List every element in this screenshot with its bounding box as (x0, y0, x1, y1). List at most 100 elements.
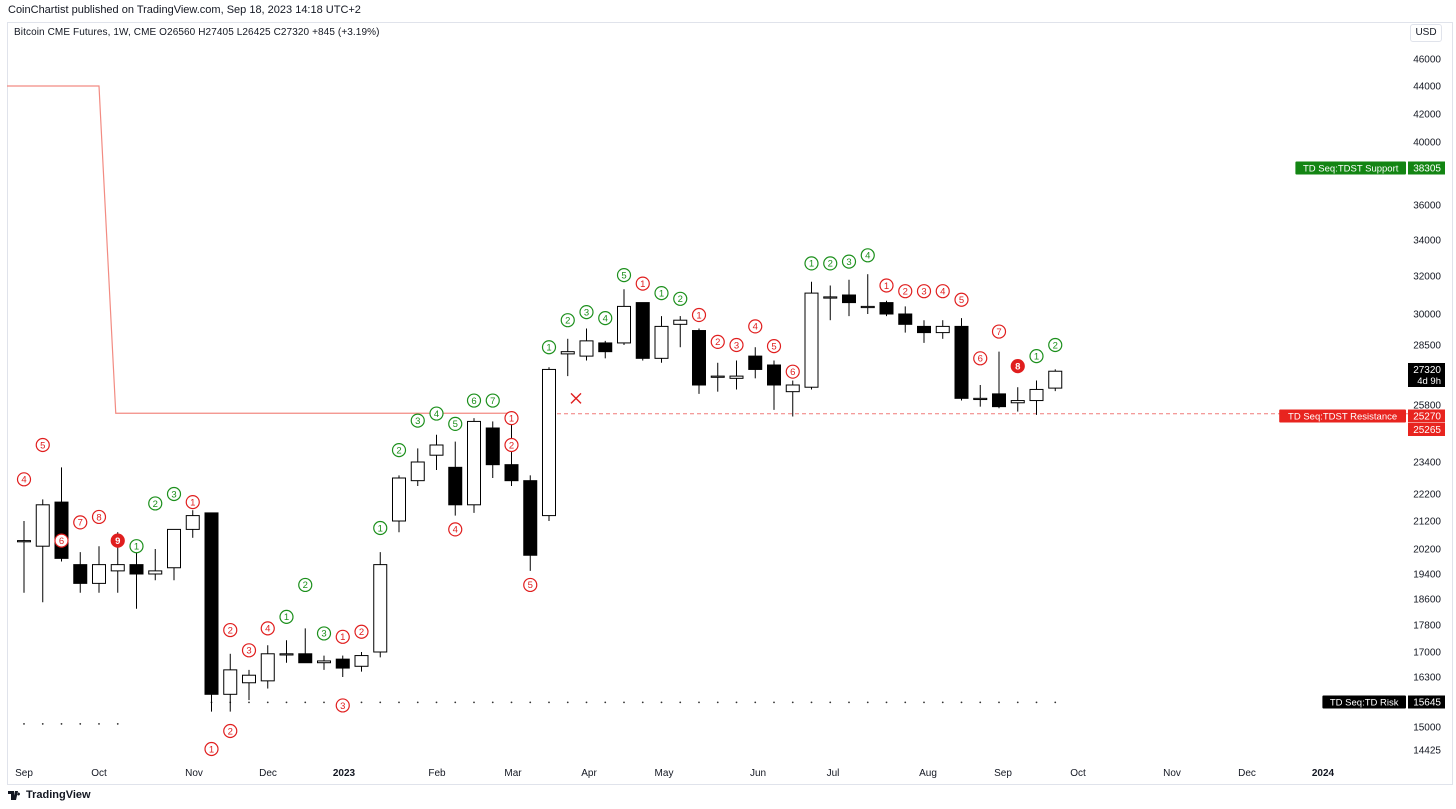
candle-up[interactable] (279, 653, 294, 656)
td-risk-dot (1035, 701, 1038, 704)
candle-up[interactable] (935, 325, 950, 334)
candle-up[interactable] (804, 292, 819, 388)
candle-up[interactable] (242, 674, 256, 684)
candle-up[interactable] (260, 653, 275, 682)
td-risk-dot (435, 701, 438, 704)
candle-up[interactable] (1029, 388, 1044, 402)
td-count-label: 8 (1015, 361, 1020, 372)
td-count-marker (1048, 337, 1063, 353)
candle-down[interactable] (692, 330, 706, 386)
price-axis-tick: 20200 (1413, 545, 1441, 556)
td-count-marker (373, 520, 388, 536)
candle-up[interactable] (148, 570, 163, 575)
candle-up[interactable] (1010, 400, 1025, 404)
candle-up[interactable] (429, 444, 444, 456)
last-price-value: 27320 (1413, 365, 1441, 376)
candle-down[interactable] (879, 302, 894, 315)
candle-down[interactable] (73, 564, 88, 584)
td-risk-dot (23, 723, 25, 725)
candle-up[interactable] (17, 540, 31, 543)
candle-up[interactable] (617, 305, 631, 344)
td-risk-dot (623, 701, 625, 704)
td-risk-dot (773, 701, 775, 704)
td-count-marker (35, 437, 50, 453)
candle-down[interactable] (298, 653, 313, 664)
candle-up[interactable] (373, 564, 388, 653)
td-count-label: 1 (1034, 351, 1039, 362)
candle-up[interactable] (354, 655, 369, 667)
candle-up[interactable] (560, 351, 575, 355)
td-risk-dot (698, 701, 700, 704)
candle-down[interactable] (504, 464, 519, 482)
time-axis-tick: Nov (185, 768, 203, 779)
candle-down[interactable] (129, 564, 144, 575)
candle-up[interactable] (823, 296, 838, 299)
candle-down[interactable] (898, 313, 913, 325)
time-axis-tick: Aug (919, 768, 937, 779)
candle-down[interactable] (54, 501, 69, 559)
td-risk-dot (60, 723, 63, 725)
candle-up[interactable] (654, 325, 669, 359)
candle-up[interactable] (185, 515, 200, 530)
candle-up[interactable] (35, 504, 50, 547)
candle-down[interactable] (523, 480, 538, 556)
candle-up[interactable] (973, 397, 988, 401)
td-risk-dot (473, 701, 475, 704)
candle-down[interactable] (767, 364, 781, 386)
candle-up[interactable] (92, 564, 106, 584)
td-count-marker (410, 413, 425, 428)
td-count-label: 7 (996, 327, 1001, 338)
candle-down[interactable] (335, 658, 350, 669)
td-risk-dot (398, 701, 400, 704)
candle-up[interactable] (467, 420, 481, 506)
candle-up[interactable] (110, 564, 125, 572)
td-count-label: 5 (528, 580, 533, 591)
candle-down[interactable] (448, 466, 463, 506)
candle-up[interactable] (860, 305, 875, 309)
candle-up[interactable] (1048, 370, 1063, 389)
candle-down[interactable] (598, 342, 613, 353)
price-axis-tick: 44000 (1413, 82, 1441, 93)
candle-up[interactable] (317, 660, 331, 664)
candle-down[interactable] (485, 427, 500, 466)
candle-up[interactable] (710, 375, 725, 378)
td-count-marker (466, 393, 482, 408)
candle-up[interactable] (410, 461, 425, 482)
td-count-marker (823, 256, 838, 271)
tdst-support-value-box (1408, 161, 1445, 175)
time-axis-tick: Nov (1163, 768, 1181, 779)
candle-down[interactable] (954, 325, 969, 399)
td-count-marker (91, 509, 107, 525)
td-count-marker (710, 334, 725, 349)
td-risk-dot (585, 701, 588, 704)
candle-up[interactable] (785, 384, 800, 393)
candle-down[interactable] (917, 325, 931, 334)
candle-up[interactable] (392, 477, 406, 522)
currency-button[interactable]: USD (1410, 24, 1442, 42)
td-count-label: 3 (321, 629, 326, 640)
td-count-label: 3 (171, 489, 176, 500)
candle-up[interactable] (223, 669, 238, 695)
td-count-label: 4 (453, 525, 458, 536)
time-axis-tick: Jun (750, 768, 766, 779)
candle-down[interactable] (204, 512, 219, 695)
candle-down[interactable] (748, 355, 763, 370)
footer-brand: TradingView (8, 789, 91, 801)
td-risk-dot (979, 701, 982, 704)
candle-up[interactable] (542, 368, 556, 517)
candle-down[interactable] (635, 302, 650, 359)
td-count-marker (841, 254, 857, 269)
td-count-label: 1 (809, 259, 814, 270)
td-risk-dot (660, 701, 663, 704)
candle-up[interactable] (167, 528, 181, 569)
candle-down[interactable] (992, 393, 1006, 408)
td-count-label: 1 (546, 343, 551, 354)
candle-down[interactable] (842, 294, 856, 304)
candle-up[interactable] (729, 375, 744, 379)
td-count-label: 2 (565, 316, 570, 327)
td-count-label: 5 (959, 295, 964, 306)
td-count-marker (223, 622, 238, 638)
candle-up[interactable] (579, 340, 594, 357)
candle-up[interactable] (673, 319, 688, 325)
